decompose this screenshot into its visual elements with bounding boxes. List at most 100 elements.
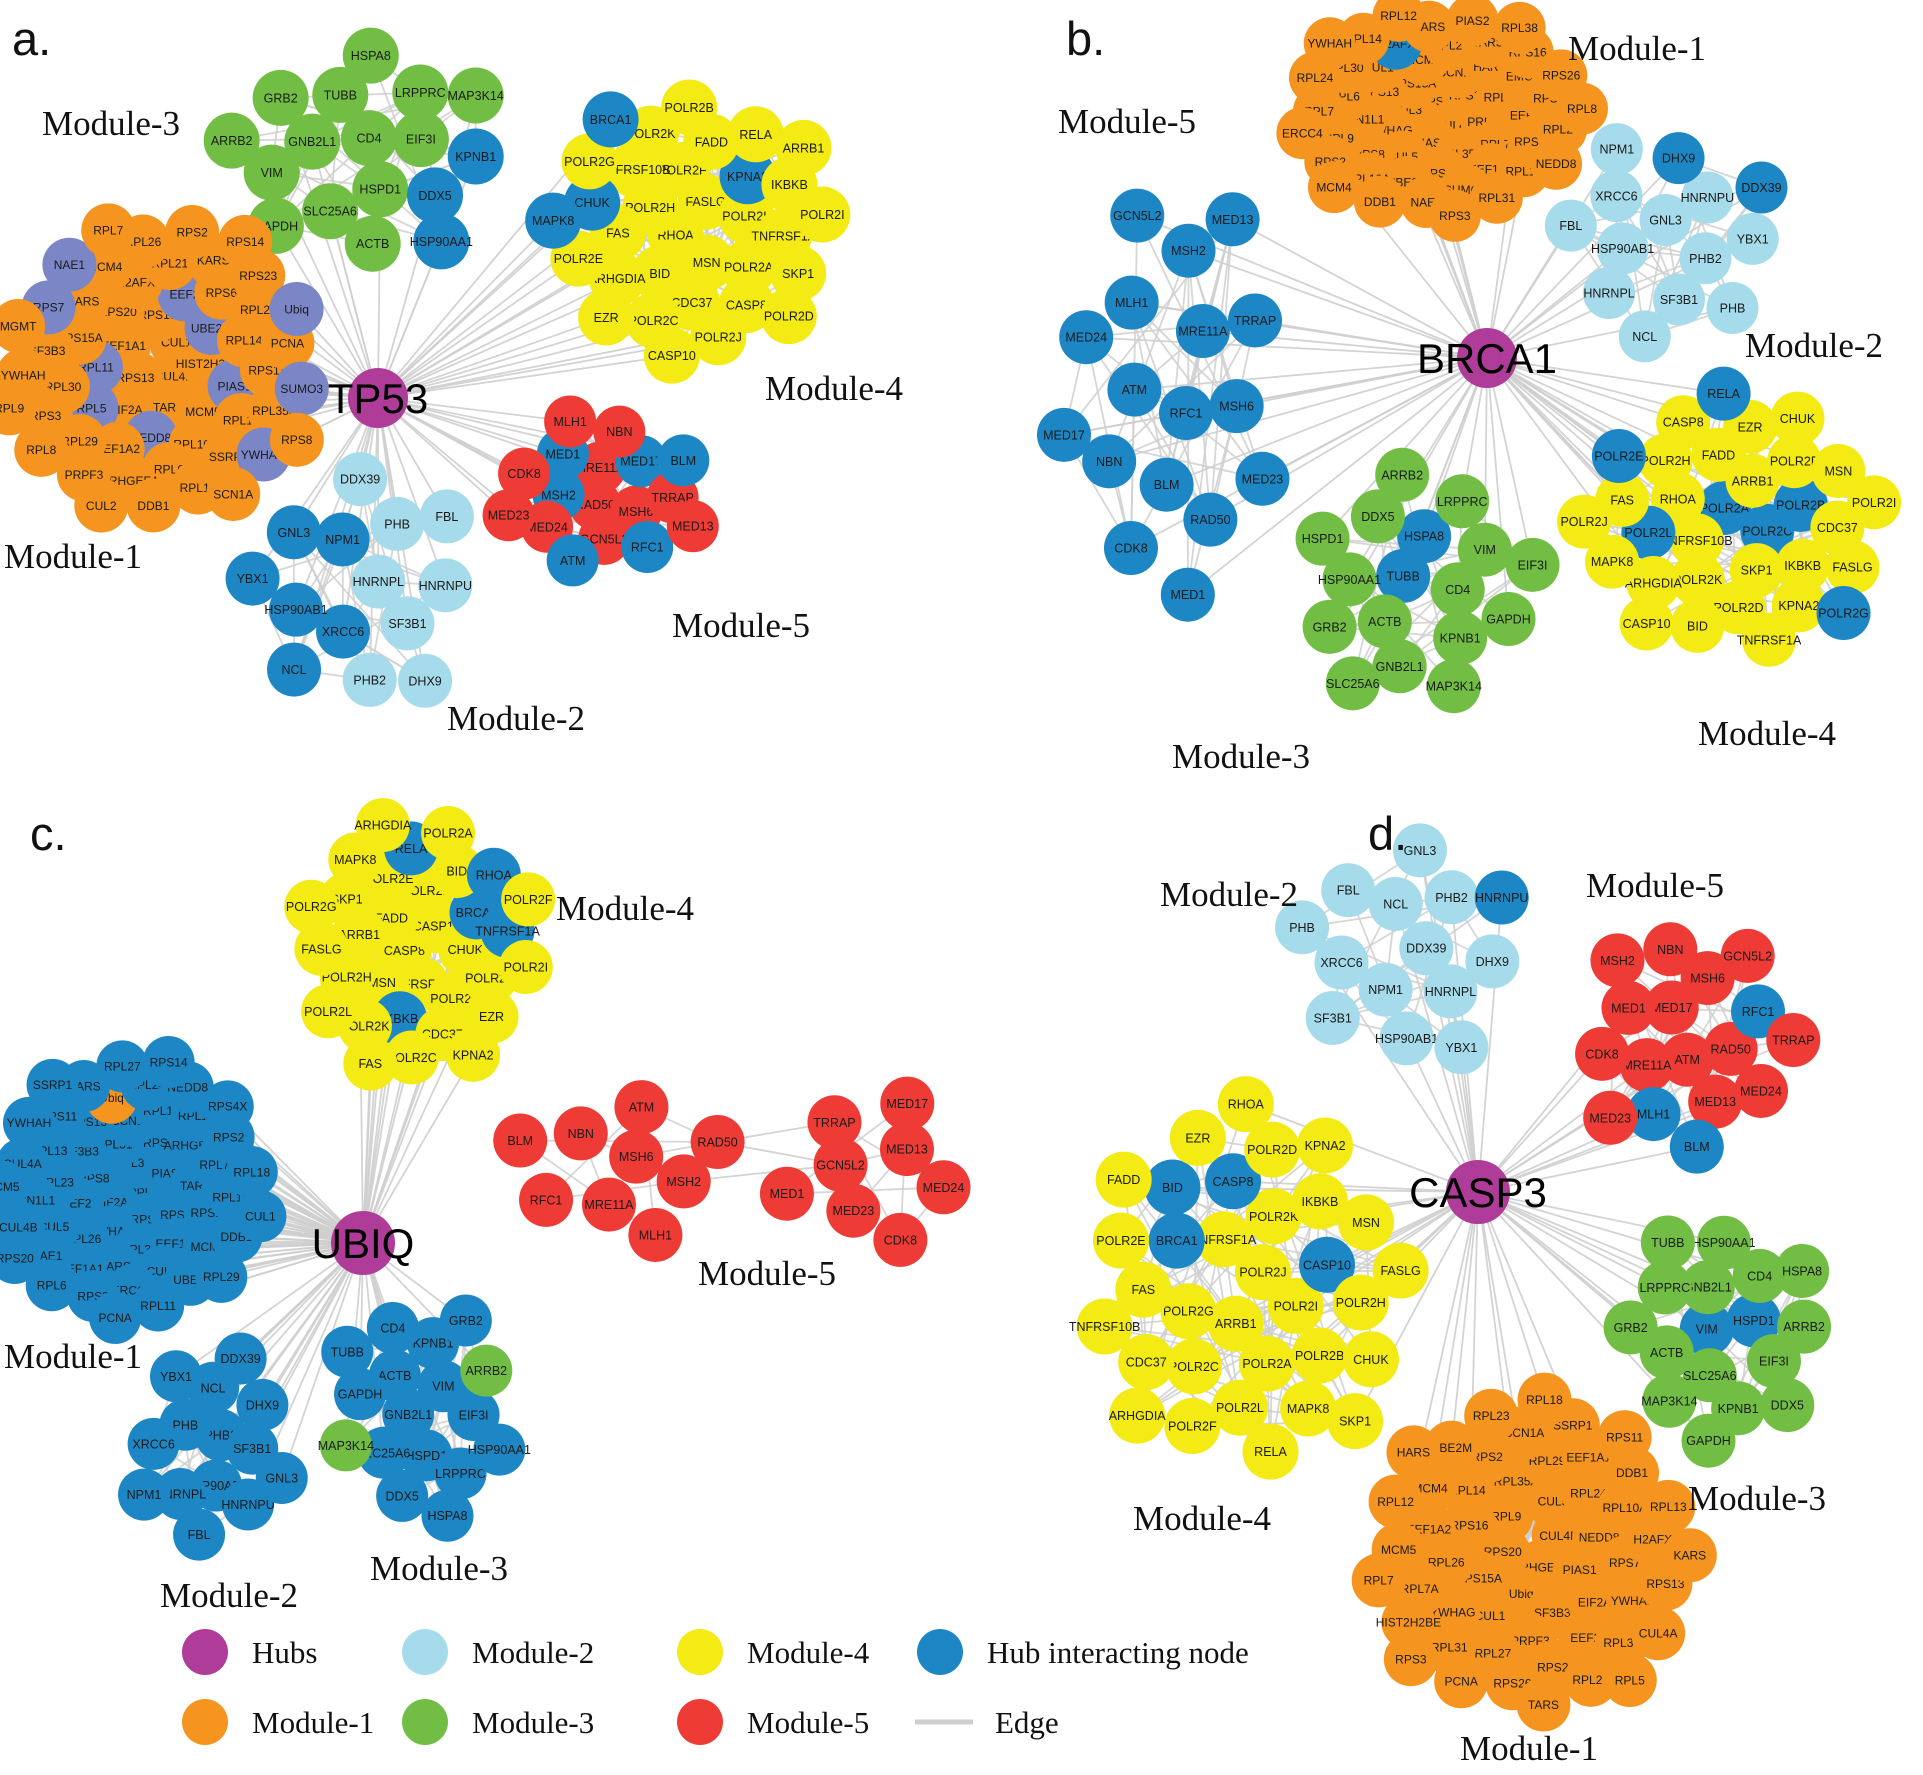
node-NPM1 bbox=[1358, 962, 1413, 1017]
node-label-CUL4A: CUL4A bbox=[1639, 1627, 1678, 1641]
node-label-POLR2D: POLR2D bbox=[764, 310, 814, 324]
hub-spoke-edge bbox=[1483, 357, 1488, 550]
node-label-POLR2F: POLR2F bbox=[504, 893, 553, 907]
hub-spoke-edge bbox=[1166, 357, 1488, 486]
node-label-EIF3I: EIF3I bbox=[406, 133, 436, 147]
node-label-HSPA8: HSPA8 bbox=[1404, 530, 1444, 544]
node-label-MED23: MED23 bbox=[1242, 472, 1284, 486]
node-label-SUMO3: SUMO3 bbox=[280, 382, 323, 396]
node-label-RPL31: RPL31 bbox=[1478, 191, 1515, 205]
node-label-HSP90AB1: HSP90AB1 bbox=[1591, 242, 1654, 256]
node-BID bbox=[1670, 598, 1725, 653]
node-GNB2L1 bbox=[1372, 639, 1427, 694]
node-TNFRSF1A bbox=[1742, 612, 1797, 667]
node-MED24 bbox=[1059, 310, 1114, 365]
node-ARHGDIA bbox=[355, 798, 410, 853]
node-label-GNB2L1: GNB2L1 bbox=[288, 135, 336, 149]
node-label-RPL23: RPL23 bbox=[1473, 1409, 1510, 1423]
node-label-UBE2M: UBE2M bbox=[1431, 1441, 1472, 1455]
node-CD4 bbox=[341, 110, 398, 167]
node-POLR2L bbox=[1211, 1379, 1268, 1436]
node-label-HIST2H2BE: HIST2H2BE bbox=[1376, 1616, 1441, 1630]
node-label-KPNA2: KPNA2 bbox=[727, 170, 768, 184]
node-label-XRCC6: XRCC6 bbox=[132, 1437, 174, 1451]
node-MLH1 bbox=[1104, 275, 1159, 330]
node-label-RPL7: RPL7 bbox=[1364, 1574, 1394, 1588]
hub-spoke-edge bbox=[377, 397, 447, 586]
legend-label-hubs: Hubs bbox=[252, 1635, 317, 1670]
node-label-MAPK8: MAPK8 bbox=[1591, 555, 1633, 569]
node-RAD50 bbox=[690, 1115, 745, 1170]
node-label-RPS4X: RPS4X bbox=[208, 1100, 247, 1114]
node-CD4 bbox=[1732, 1248, 1787, 1303]
node-RELA bbox=[1242, 1423, 1299, 1480]
node-label-MSH2: MSH2 bbox=[1171, 244, 1206, 258]
module-label-module-2: Module-2 bbox=[447, 699, 585, 738]
node-label-TRRAP: TRRAP bbox=[1234, 314, 1276, 328]
node-XRCC6 bbox=[1590, 170, 1643, 223]
node-label-POLR2C: POLR2C bbox=[629, 314, 679, 328]
node-label-CASP10: CASP10 bbox=[1623, 617, 1671, 631]
node-label-CHUK: CHUK bbox=[574, 196, 610, 210]
node-POLR2F bbox=[1767, 434, 1822, 489]
node-MSH6 bbox=[609, 1129, 664, 1184]
node-label-RELA: RELA bbox=[395, 842, 428, 856]
module-label-module-5: Module-5 bbox=[1058, 102, 1196, 141]
node-label-DDB1: DDB1 bbox=[1616, 1466, 1648, 1480]
node-YBX1 bbox=[1434, 1020, 1489, 1075]
node-label-MRE11A: MRE11A bbox=[1178, 325, 1228, 339]
node-label-RPS2: RPS2 bbox=[1471, 1450, 1503, 1464]
node-label-BLM: BLM bbox=[670, 454, 696, 468]
node-label-HSP90AA1: HSP90AA1 bbox=[468, 1443, 531, 1457]
node-PHB bbox=[370, 496, 425, 551]
hub-label-BRCA1: BRCA1 bbox=[1417, 335, 1557, 382]
node-label-ARRB1: ARRB1 bbox=[338, 928, 380, 942]
node-label-POLR2A: POLR2A bbox=[423, 827, 473, 841]
node-RFC1 bbox=[621, 520, 674, 573]
node-XRCC6 bbox=[127, 1417, 180, 1470]
node-label-POLR2E: POLR2E bbox=[1096, 1234, 1145, 1248]
node-label-ARHGDIA: ARHGDIA bbox=[354, 819, 412, 833]
node-label-EZR: EZR bbox=[479, 1010, 504, 1024]
hub-spoke-edge bbox=[1086, 336, 1488, 359]
node-label-CDC37: CDC37 bbox=[1817, 521, 1858, 535]
node-ACTB bbox=[344, 215, 401, 272]
node-POLR2G bbox=[284, 879, 339, 934]
node-label-RPL9: RPL9 bbox=[1491, 1509, 1521, 1523]
node-NPM1 bbox=[118, 1468, 171, 1521]
node-YWHAH bbox=[2, 1096, 55, 1149]
node-MSH6 bbox=[1680, 951, 1735, 1006]
node-label-BLM: BLM bbox=[1154, 478, 1180, 492]
node-label-CDC37: CDC37 bbox=[1126, 1356, 1167, 1370]
node-YBX1 bbox=[225, 551, 280, 606]
node-PHB2 bbox=[342, 652, 397, 707]
legend-swatch-module-1 bbox=[182, 1699, 228, 1745]
node-label-BID: BID bbox=[649, 267, 670, 281]
node-VIM bbox=[1457, 522, 1512, 577]
node-LRPPRC bbox=[434, 1447, 487, 1500]
panel-letter-a: a. bbox=[12, 12, 51, 65]
hub-spoke-edge bbox=[342, 397, 379, 632]
hub-label-CASP3: CASP3 bbox=[1409, 1169, 1547, 1216]
node-POLR2G bbox=[1816, 586, 1871, 641]
nodes: CD4 HSPD1 GNB2L1 EIF3I SLC25A6 TUBB DDX5 VIM LRP… bbox=[0, 27, 851, 708]
node-TNFRSF1A bbox=[1195, 1211, 1252, 1268]
node-label-MLH1: MLH1 bbox=[1115, 296, 1148, 310]
node-VIM bbox=[1679, 1302, 1734, 1357]
node-label-RAD50: RAD50 bbox=[575, 498, 615, 512]
node-PIAS2 bbox=[1446, 0, 1499, 47]
node-label-FASLG: FASLG bbox=[1380, 1264, 1420, 1278]
node-HSPD1 bbox=[1726, 1293, 1781, 1348]
node-DDX5 bbox=[1350, 489, 1405, 544]
node-TRRAP bbox=[1766, 1013, 1821, 1068]
node-label-POLR2A: POLR2A bbox=[1242, 1357, 1292, 1371]
node-label-RPL18: RPL18 bbox=[233, 1165, 270, 1179]
node-label-NBN: NBN bbox=[1096, 455, 1122, 469]
node-label-ARHGDIA: ARHGDIA bbox=[589, 272, 647, 286]
module-label-module-2: Module-2 bbox=[1160, 875, 1298, 914]
node-XRCC6 bbox=[316, 604, 371, 659]
node-HNRNPL bbox=[154, 1468, 207, 1521]
node-ATM bbox=[1660, 1032, 1715, 1087]
node-label-TNFRSF1A: TNFRSF1A bbox=[1192, 1233, 1257, 1247]
node-HSPD1 bbox=[1295, 511, 1350, 566]
